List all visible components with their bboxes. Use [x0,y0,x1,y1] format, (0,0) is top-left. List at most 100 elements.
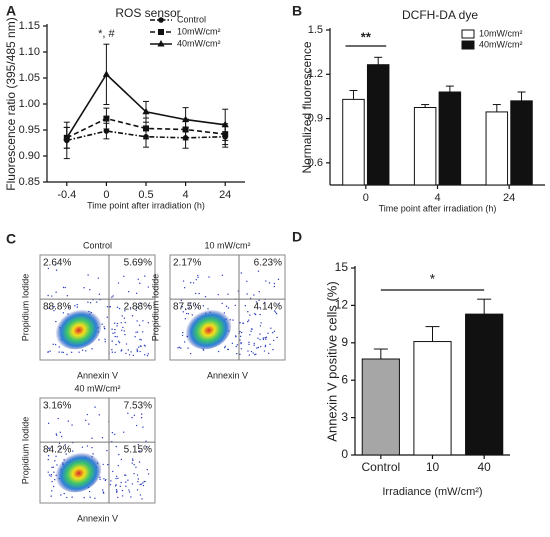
scatter-dot [47,267,50,270]
x-tick-label: -0.4 [57,189,76,201]
scatter-dot [140,339,142,341]
scatter-dot [94,497,96,499]
x-axis-label: Time point after irradiation (h) [87,200,205,210]
scatter-dot [140,416,143,419]
scatter-dot [47,422,50,425]
y-tick-label: 1.10 [19,46,40,58]
scatter-dot [139,494,142,496]
panel-label: C [6,231,16,247]
scatter-dot [50,473,53,476]
scatter-dot [125,343,128,345]
scatter-dot [51,480,53,483]
quadrant-label: 87.5% [173,302,201,313]
scatter-dot [64,286,66,289]
scatter-dot [121,315,123,317]
scatter-dot [147,353,149,355]
scatter-dot [183,341,186,343]
scatter-dot [120,329,123,332]
marker [142,107,150,115]
quadrant-label: 4.14% [254,302,282,313]
scatter-dot [142,320,144,322]
scatter-dot [182,280,185,282]
scatter-dot [136,350,139,353]
scatter-dot [102,489,104,491]
scatter-dot [107,463,109,466]
scatter-dot [252,352,254,354]
scatter-dot [47,458,50,461]
scatter-dot [103,478,105,480]
legend-label: 40mW/cm² [177,38,221,48]
scatter-dot [86,445,89,447]
scatter-dot [239,322,241,324]
y-tick-label: 0.9 [308,112,323,124]
scatter-dot [87,274,89,276]
scatter-dot [273,285,276,288]
scatter-dot [135,309,137,312]
scatter-dot [111,351,114,353]
scatter-dot [106,449,108,452]
scatter-dot [135,292,138,295]
x-tick-label: 24 [219,189,231,201]
scatter-dot [240,341,242,344]
quadrant-label: 84.2% [43,445,71,456]
marker [182,115,190,123]
scatter-dot [227,307,230,309]
scatter-dot [187,312,190,315]
y-tick-label: 0.85 [19,176,40,188]
scatter-dot [76,306,79,308]
scatter-dot [114,332,116,334]
scatter-dot [104,327,106,330]
scatter-dot [52,466,54,468]
scatter-dot [240,331,243,334]
scatter-dot [197,274,199,277]
scatter-dot [116,322,119,325]
scatter-dot [257,270,260,272]
scatter-dot [128,491,131,493]
scatter-dot [78,351,80,353]
x-tick-label: 0 [363,192,369,204]
scatter-dot [272,348,274,351]
marker [103,115,110,122]
density-cloud [184,307,232,350]
scatter-dot [239,353,241,356]
x-axis-label: Annexin V [77,370,118,380]
scatter-dot [248,343,250,346]
scatter-dot [138,324,141,326]
scatter-dot [189,352,192,355]
marker [103,128,110,134]
scatter-dot [227,293,229,295]
scatter-dot [55,320,57,323]
scatter-dot [57,417,59,420]
y-tick-label: 1.15 [19,20,40,32]
scatter-dot [259,325,262,327]
legend-swatch [461,29,475,39]
scatter-dot [115,475,118,477]
scatter-dot [59,431,62,434]
plot-title: 10 mW/cm² [205,240,251,250]
scatter-dot [52,343,54,346]
scatter-dot [247,320,249,323]
scatter-dot [67,420,70,422]
x-axis-label: Annexin V [77,513,118,523]
scatter-dot [131,416,133,419]
scatter-dot [194,304,197,306]
scatter-dot [272,339,275,342]
scatter-dot [99,478,101,481]
scatter-dot [89,302,92,304]
scatter-dot [139,345,142,347]
scatter-dot [111,340,113,342]
scatter-dot [141,498,143,500]
scatter-dot [180,299,183,302]
scatter-dot [188,306,190,309]
scatter-dot [123,275,125,278]
scatter-dot [254,312,256,315]
annotation: * [430,271,436,287]
scatter-dot [53,305,55,308]
scatter-dot [181,306,183,308]
scatter-dot [83,287,85,289]
scatter-dot [127,349,129,351]
scatter-dot [239,339,241,341]
scatter-dot [177,347,179,349]
scatter-dot [276,336,278,339]
chart-title: DCFH-DA dye [402,8,478,22]
